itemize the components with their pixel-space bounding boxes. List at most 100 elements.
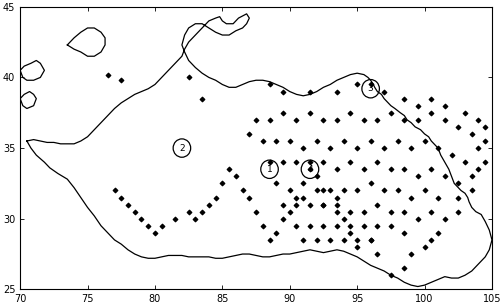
Point [360,209,368,214]
Point [312,237,321,242]
Point [346,230,354,235]
Point [481,160,489,165]
Point [353,244,361,249]
Point [212,195,220,200]
Point [353,82,361,87]
Point [320,160,328,165]
Point [299,237,307,242]
Point [292,117,300,122]
Text: 2: 2 [179,144,185,153]
Point [245,131,254,136]
Point [266,117,274,122]
Point [225,167,233,172]
Point [144,223,152,228]
Point [407,195,415,200]
Point [420,138,428,143]
Point [238,188,246,193]
Point [326,146,334,150]
Point [400,266,408,271]
Point [380,146,388,150]
Point [252,117,260,122]
Point [481,138,489,143]
Point [346,160,354,165]
Point [151,230,159,235]
Point [427,209,435,214]
Point [110,188,118,193]
Point [299,195,307,200]
Point [326,237,334,242]
Point [373,160,382,165]
Point [184,75,193,80]
Point [474,117,482,122]
Point [320,188,328,193]
Point [414,216,422,221]
Point [346,110,354,115]
Point [306,110,314,115]
Point [454,124,462,129]
Point [333,223,341,228]
Point [306,167,314,172]
Point [286,138,294,143]
Point [454,209,462,214]
Point [232,174,240,179]
Point [448,153,456,157]
Point [312,188,321,193]
Point [138,216,146,221]
Point [306,202,314,207]
Point [306,89,314,94]
Point [333,202,341,207]
Point [292,223,300,228]
Point [360,167,368,172]
Point [320,202,328,207]
Point [184,209,193,214]
Point [333,89,341,94]
Point [360,223,368,228]
Point [198,209,206,214]
Point [474,167,482,172]
Point [400,96,408,101]
Point [117,195,125,200]
Point [326,188,334,193]
Point [333,209,341,214]
Point [461,110,469,115]
Point [218,181,226,186]
Point [387,167,395,172]
Point [373,251,382,256]
Point [380,89,388,94]
Text: 3: 3 [368,84,373,93]
Point [373,223,382,228]
Point [306,160,314,165]
Point [427,96,435,101]
Point [245,195,254,200]
Point [104,72,112,77]
Point [427,167,435,172]
Point [340,138,348,143]
Point [434,195,442,200]
Point [272,230,280,235]
Point [427,237,435,242]
Point [158,223,166,228]
Point [299,146,307,150]
Point [279,216,287,221]
Point [420,188,428,193]
Point [198,96,206,101]
Point [340,237,348,242]
Point [366,82,374,87]
Point [205,202,213,207]
Point [366,237,374,242]
Point [420,244,428,249]
Point [387,209,395,214]
Point [427,110,435,115]
Point [272,138,280,143]
Point [441,174,449,179]
Point [192,216,200,221]
Point [468,131,476,136]
Point [387,223,395,228]
Point [266,237,274,242]
Point [454,195,462,200]
Point [353,146,361,150]
Point [306,223,314,228]
Point [346,223,354,228]
Point [441,216,449,221]
Point [312,138,321,143]
